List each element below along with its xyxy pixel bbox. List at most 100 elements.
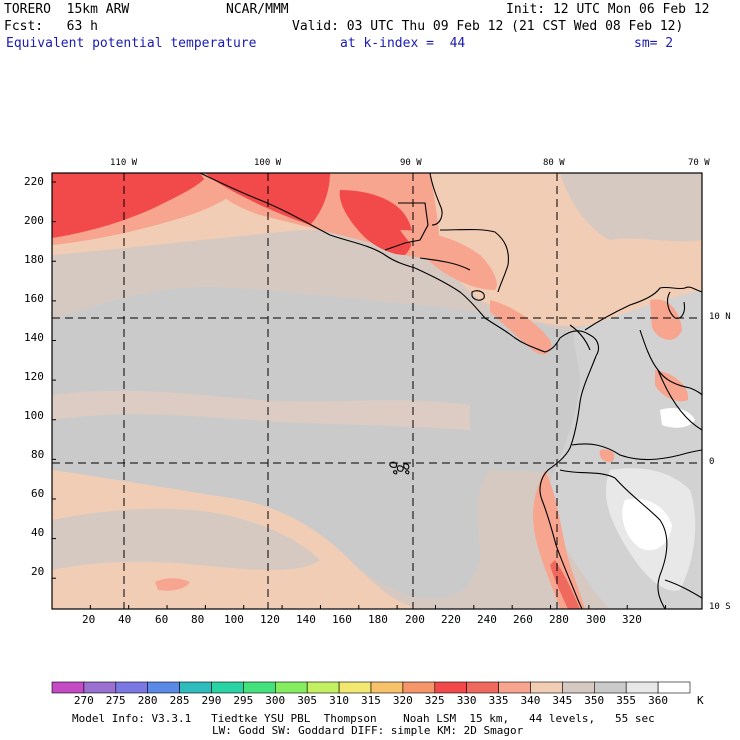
lat-label-0: 0 (709, 457, 715, 467)
shade-small-warm-1 (155, 578, 190, 591)
colorbar-label: 355 (616, 694, 637, 707)
bottom-label: 280 (549, 613, 569, 626)
border-colombia-ecuador (571, 443, 702, 461)
shade-light-gray-core (52, 286, 702, 609)
left-label: 120 (24, 370, 44, 383)
shade-light-warm-e (655, 370, 689, 402)
left-label: 40 (31, 526, 45, 539)
field-name: Equivalent potential temperature (6, 36, 257, 51)
colorbar-label: 330 (456, 694, 477, 707)
lon-label-100w: 100 W (254, 158, 282, 168)
bottom-label: 80 (191, 613, 205, 626)
border-ecuador-peru (559, 469, 616, 479)
graticule (52, 173, 702, 609)
colorbar-label: 305 (297, 694, 318, 707)
map-frame (51, 172, 703, 610)
shade-caribbean-gray (560, 173, 702, 242)
bottom-label: 220 (441, 613, 461, 626)
organization: NCAR/MMM (226, 2, 289, 17)
colorbar-swatch (466, 681, 499, 694)
colorbar-swatch (530, 681, 563, 694)
shade-land-white-patch (622, 498, 672, 551)
shade-lower-gray-band (52, 508, 320, 570)
colorbar-swatch (51, 681, 85, 694)
bottom-label: 300 (586, 613, 606, 626)
border-guatemala (384, 202, 429, 251)
bottom-label: 260 (513, 613, 533, 626)
border-brazil-bolivia (664, 579, 702, 599)
smoothing-value: sm= 2 (634, 36, 674, 51)
colorbar-swatch (338, 681, 372, 694)
colorbar-label: 345 (552, 694, 573, 707)
galapagos-2 (396, 465, 404, 472)
model-name: TORERO 15km ARW (4, 2, 130, 17)
bottom-label: 60 (155, 613, 169, 626)
lat-label-10s: 10 S (709, 602, 731, 612)
bottom-label: 320 (622, 613, 642, 626)
border-honduras (419, 257, 471, 271)
colorbar-swatch (498, 681, 531, 694)
coastlines (199, 173, 702, 609)
left-label: 60 (31, 487, 45, 500)
model-info: Model Info: V3.3.1 Tiedtke YSU PBL Thomp… (72, 712, 655, 725)
shade-light-warm-ne (650, 299, 682, 340)
bottom-label: 180 (368, 613, 388, 626)
bottom-label: 240 (477, 613, 497, 626)
colorbar-swatch (562, 681, 595, 694)
coast-mexico (199, 173, 416, 269)
physics-info: LW: Godd SW: Goddard DIFF: simple KM: 2D… (212, 724, 524, 737)
lon-label-80w: 80 W (543, 158, 565, 168)
colorbar-swatch (434, 681, 467, 694)
coast-lake-maracaibo (666, 291, 686, 319)
init-time: Init: 12 UTC Mon 06 Feb 12 (506, 2, 710, 17)
coast-pacific-ca (414, 267, 561, 353)
level-index: at k-index = 44 (340, 36, 466, 51)
colorbar-label: 315 (361, 694, 381, 707)
shade-small-warm-2 (599, 449, 615, 463)
border-colombia-brazil (657, 369, 702, 431)
left-label: 140 (24, 331, 44, 344)
left-label: 180 (24, 253, 44, 266)
shade-costa-rica-warm (490, 300, 552, 355)
bottom-label: 40 (118, 613, 132, 626)
lon-label-90w: 90 W (400, 158, 422, 168)
shade-nw-hot (52, 173, 210, 238)
colorbar-swatch (147, 681, 180, 694)
shade-peru-hot (550, 560, 580, 609)
left-label: 80 (31, 448, 45, 461)
shade-land-white-patch-2 (660, 408, 695, 428)
colorbar-label: 290 (201, 694, 222, 707)
galapagos-5 (405, 470, 410, 475)
shade-central-america-warm (400, 230, 497, 290)
axis-ticks (52, 181, 667, 609)
colorbar-label: 310 (329, 694, 349, 707)
shade-peru-warm (533, 470, 585, 609)
border-colombia-venezuela (639, 329, 702, 396)
colorbar (51, 681, 691, 694)
colorbar-swatch (306, 681, 340, 694)
colorbar-swatch (593, 681, 627, 694)
bottom-label: 140 (296, 613, 316, 626)
colorbar-swatch (625, 681, 659, 694)
colorbar-label: 340 (520, 694, 541, 707)
border-peru-brazil (614, 477, 668, 609)
lon-label-110w: 110 W (110, 158, 138, 168)
left-label: 220 (24, 175, 44, 188)
bottom-label: 200 (405, 613, 425, 626)
left-label: 100 (24, 409, 44, 422)
colorbar-label: 270 (73, 694, 94, 707)
colorbar-swatch (179, 681, 212, 694)
colorbar-swatch (274, 681, 308, 694)
forecast-hour: Fcst: 63 h (4, 19, 98, 34)
colorbar-swatch (370, 681, 404, 694)
colorbar-swatch (83, 681, 117, 694)
shade-mid-salmon (52, 390, 470, 430)
valid-time: Valid: 03 UTC Thu 09 Feb 12 (21 CST Wed … (292, 19, 684, 34)
lon-label-70w: 70 W (688, 158, 710, 168)
field-shading (52, 173, 702, 609)
colorbar-label: 360 (648, 694, 668, 707)
galapagos-4 (393, 470, 398, 475)
coast-caribbean-ca (439, 228, 509, 293)
coast-colombia-north (584, 286, 702, 331)
